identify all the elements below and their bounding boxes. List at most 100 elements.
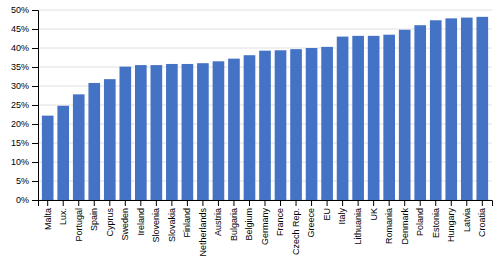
bar <box>119 67 131 200</box>
x-tick-label: Lux. <box>58 208 68 225</box>
y-tick: 40% <box>11 43 38 53</box>
bar <box>151 65 163 200</box>
x-tick-label: Portugal <box>74 208 84 242</box>
x-tick: Latvia <box>462 200 472 232</box>
bar <box>321 47 333 200</box>
bar <box>368 36 380 200</box>
x-tick: Croatia <box>477 200 487 237</box>
x-tick-label: Slovakia <box>167 208 177 242</box>
x-tick-mark <box>327 200 328 206</box>
bar <box>135 65 147 200</box>
x-tick-mark <box>435 200 436 206</box>
y-tick-mark <box>32 105 38 106</box>
x-tick-label: Bulgaria <box>229 208 239 241</box>
x-tick-mark <box>358 200 359 206</box>
bar <box>399 30 411 200</box>
x-tick: Portugal <box>74 200 84 242</box>
y-tick-label: 45% <box>11 24 29 34</box>
x-tick-mark <box>202 200 203 206</box>
x-tick-mark <box>125 200 126 206</box>
x-tick-mark <box>280 200 281 206</box>
x-tick: Lithuania <box>353 200 363 245</box>
x-tick-label: Czech Rep. <box>291 208 301 255</box>
y-tick-mark <box>32 48 38 49</box>
x-tick: Sweden <box>120 200 130 241</box>
x-tick-label: Slovenia <box>151 208 161 243</box>
x-tick: Cyprus <box>105 200 115 237</box>
x-tick-mark <box>140 200 141 206</box>
bar <box>73 94 85 200</box>
bar <box>290 49 302 200</box>
x-tick-label: UK <box>369 208 379 221</box>
x-tick: Malta <box>43 200 53 230</box>
x-tick-mark <box>389 200 390 206</box>
x-tick-label: Italy <box>337 208 347 225</box>
grid-line <box>38 10 492 11</box>
x-tick-mark <box>482 200 483 206</box>
x-tick-label: Greece <box>306 208 316 238</box>
x-tick-label: Malta <box>43 208 53 230</box>
y-tick-label: 40% <box>11 43 29 53</box>
x-tick: Bulgaria <box>229 200 239 241</box>
x-tick-mark <box>311 200 312 206</box>
y-tick-label: 5% <box>16 176 29 186</box>
x-tick: Lux. <box>58 200 68 225</box>
x-tick: Ireland <box>136 200 146 236</box>
x-tick: France <box>275 200 285 236</box>
bar <box>213 61 225 200</box>
x-tick-mark <box>404 200 405 206</box>
x-tick-label: Hungary <box>446 208 456 243</box>
bar <box>352 36 364 200</box>
x-tick-mark <box>94 200 95 206</box>
y-tick-label: 20% <box>11 119 29 129</box>
x-tick-mark <box>218 200 219 206</box>
x-tick: UK <box>369 200 379 221</box>
x-tick: Germany <box>260 200 270 245</box>
y-tick-label: 0% <box>16 195 29 205</box>
x-tick: Estonia <box>431 200 441 238</box>
bar <box>88 83 100 200</box>
y-tick: 45% <box>11 24 38 34</box>
x-tick-mark <box>187 200 188 206</box>
x-tick: Slovakia <box>167 200 177 242</box>
x-tick-label: Sweden <box>120 208 130 241</box>
y-tick-mark <box>32 86 38 87</box>
chart: 0%5%10%15%20%25%30%35%40%45%50%MaltaLux.… <box>0 0 500 262</box>
x-tick-mark <box>47 200 48 206</box>
x-tick-mark <box>420 200 421 206</box>
y-tick-mark <box>32 181 38 182</box>
x-tick-label: EU <box>322 208 332 221</box>
x-tick-label: France <box>275 208 285 236</box>
x-tick: Romania <box>384 200 394 244</box>
y-tick-mark <box>32 10 38 11</box>
x-tick: Greece <box>306 200 316 238</box>
bar <box>430 20 442 200</box>
bar <box>228 59 240 200</box>
y-tick-label: 50% <box>11 5 29 15</box>
x-tick-label: Romania <box>384 208 394 244</box>
x-tick: Belgium <box>244 200 254 241</box>
bar <box>383 35 395 200</box>
y-tick: 5% <box>16 176 38 186</box>
bar <box>414 25 426 200</box>
x-tick: Slovenia <box>151 200 161 243</box>
x-tick-mark <box>249 200 250 206</box>
x-axis-line <box>39 201 493 207</box>
y-tick: 25% <box>11 100 38 110</box>
bar <box>306 48 318 200</box>
x-tick: Czech Rep. <box>291 200 301 255</box>
x-tick-mark <box>466 200 467 206</box>
bar <box>275 50 287 200</box>
x-tick-label: Poland <box>415 208 425 236</box>
bar <box>244 55 256 200</box>
x-tick-mark <box>296 200 297 206</box>
y-tick-mark <box>32 67 38 68</box>
y-tick-mark <box>32 143 38 144</box>
y-tick: 20% <box>11 119 38 129</box>
bars <box>42 17 488 200</box>
x-tick: Netherlands <box>198 200 208 257</box>
x-tick-label: Denmark <box>400 208 410 245</box>
bar <box>476 17 488 200</box>
bar <box>104 79 116 200</box>
x-tick-label: Netherlands <box>198 208 208 257</box>
